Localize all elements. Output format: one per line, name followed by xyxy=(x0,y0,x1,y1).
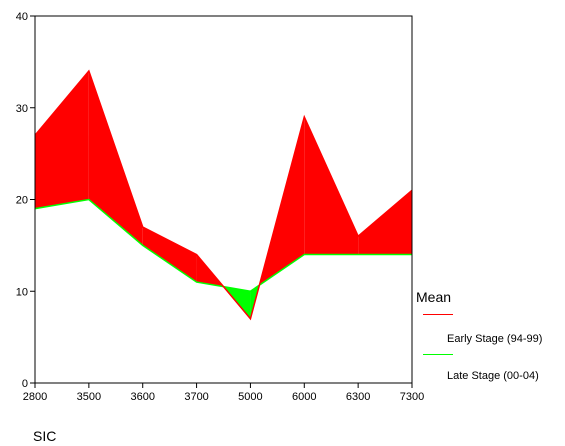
x-axis: 2800 3500 3600 3700 5000 6000 6300 7300 xyxy=(23,383,424,403)
fill-segment xyxy=(304,116,359,255)
x-tick-label: 5000 xyxy=(238,391,262,403)
fill-segment xyxy=(35,71,89,209)
legend-label-late: Late Stage (00-04) xyxy=(447,370,539,382)
x-tick-label: 2800 xyxy=(23,391,47,403)
x-tick-label: 3500 xyxy=(77,391,101,403)
fill-segment xyxy=(88,71,143,246)
legend-swatch-late xyxy=(423,354,453,355)
fill-segment xyxy=(142,227,197,283)
legend-label-early: Early Stage (94-99) xyxy=(447,333,543,345)
y-tick-label: 30 xyxy=(16,103,28,115)
y-tick-label: 40 xyxy=(16,11,28,23)
y-tick-label: 10 xyxy=(16,286,28,298)
y-tick-label: 0 xyxy=(22,378,28,390)
legend-title: Mean xyxy=(416,289,452,305)
difference-fills xyxy=(35,71,412,319)
x-tick-label: 6000 xyxy=(292,391,316,403)
y-tick-label: 20 xyxy=(16,195,28,207)
fill-segment xyxy=(358,190,412,255)
x-tick-label: 3600 xyxy=(130,391,154,403)
legend-swatch-early xyxy=(423,314,453,315)
x-axis-label: SIC xyxy=(33,428,57,444)
x-tick-label: 3700 xyxy=(184,391,208,403)
x-tick-label: 7300 xyxy=(400,391,424,403)
series-lines xyxy=(34,69,413,321)
y-axis: 0 10 20 30 40 xyxy=(16,11,35,390)
x-tick-label: 6300 xyxy=(346,391,370,403)
series-line xyxy=(34,69,413,321)
